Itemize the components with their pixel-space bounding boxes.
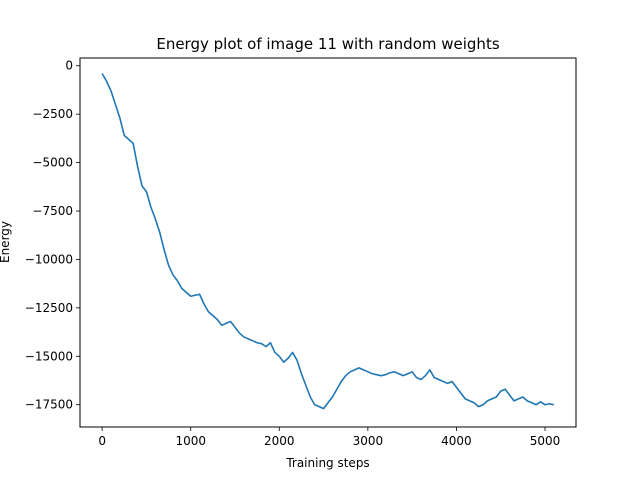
x-tick-label: 4000	[441, 434, 472, 448]
x-tick-label: 3000	[353, 434, 384, 448]
y-axis: 0 −2500 −5000 −7500 −10000 −12500 −15000 −17500	[25, 59, 80, 412]
y-tick-label: 0	[65, 59, 73, 73]
x-tick-label: 5000	[530, 434, 561, 448]
x-axis-label: Training steps	[285, 456, 369, 470]
x-tick-label: 0	[98, 434, 106, 448]
series-line-0	[101, 73, 555, 410]
y-tick-label: −17500	[25, 398, 73, 412]
plot-frame	[79, 57, 577, 428]
y-tick-label: −7500	[32, 204, 73, 218]
plot-series-group	[101, 73, 555, 410]
y-axis-label: Energy	[0, 221, 12, 263]
y-tick-label: −5000	[32, 156, 73, 170]
y-tick-label: −15000	[25, 349, 73, 363]
y-tick-label: −2500	[32, 107, 73, 121]
x-tick-label: 1000	[175, 434, 206, 448]
chart-title: Energy plot of image 11 with random weig…	[156, 35, 499, 53]
y-tick-label: −10000	[25, 252, 73, 266]
y-tick-label: −12500	[25, 301, 73, 315]
x-tick-label: 2000	[264, 434, 295, 448]
x-axis: 0 1000 2000 3000 4000 5000	[98, 427, 560, 448]
